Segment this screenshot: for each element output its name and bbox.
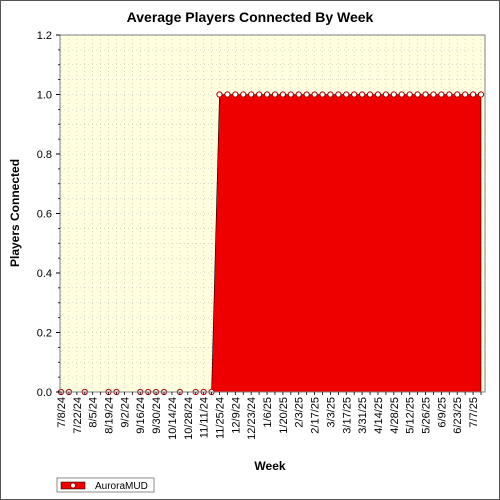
x-tick-label: 7/8/24: [56, 397, 68, 428]
data-point: [248, 91, 255, 98]
data-point: [271, 91, 279, 98]
x-tick-label: 3/17/25: [341, 397, 353, 434]
data-point: [414, 91, 421, 98]
data-point: [359, 91, 366, 98]
data-point: [327, 91, 334, 98]
plot-area: 0.0 0.2 0.4 0.6 0.8 1.0 1.2 7/8/24 7/22/24 8/5/24…: [37, 30, 486, 440]
y-tick-label: 1.0: [37, 90, 52, 102]
data-point: [256, 91, 263, 98]
y-tick-label: 0.4: [37, 268, 52, 280]
x-tick-label: 8/5/24: [88, 397, 100, 428]
y-tick-label: 1.2: [37, 30, 52, 42]
data-point: [430, 91, 437, 98]
x-tick-label: 6/9/25: [436, 397, 448, 428]
y-axis-label: Players Connected: [8, 159, 22, 267]
x-tick-label: 3/3/25: [325, 397, 337, 428]
legend-entry: AuroraMUD: [95, 481, 148, 492]
data-point: [422, 91, 429, 98]
legend-marker: [70, 482, 76, 489]
data-point: [438, 91, 445, 98]
x-tick-label: 4/14/25: [373, 397, 385, 434]
data-point: [462, 91, 469, 98]
data-point: [295, 91, 302, 98]
x-tick-label: 6/23/25: [452, 397, 464, 434]
x-tick-label: 7/22/24: [72, 397, 84, 434]
data-point: [406, 91, 413, 98]
y-tick-label: 0.0: [37, 387, 52, 399]
data-point: [366, 91, 374, 98]
data-point: [319, 91, 326, 98]
data-point: [311, 91, 318, 98]
data-point: [382, 91, 390, 98]
data-point: [390, 91, 397, 98]
x-tick-label: 10/14/24: [167, 397, 179, 440]
data-point: [477, 91, 485, 98]
x-tick-label: 5/12/25: [405, 397, 417, 434]
data-point: [351, 91, 358, 98]
x-tick-label: 1/6/25: [262, 397, 274, 428]
x-tick-label: 4/28/25: [389, 397, 401, 434]
data-point: [469, 91, 477, 98]
chart-title: Average Players Connected By Week: [127, 9, 374, 25]
data-point: [232, 91, 239, 98]
data-point: [240, 91, 247, 98]
data-point: [454, 91, 461, 98]
x-tick-label: 2/17/25: [310, 397, 322, 434]
y-tick-label: 0.8: [37, 149, 52, 161]
data-point: [287, 91, 294, 98]
data-point: [303, 91, 310, 98]
data-point: [335, 91, 342, 98]
x-tick-label: 1/20/25: [278, 397, 290, 434]
x-tick-label: 11/11/24: [199, 397, 211, 438]
x-tick-label: 10/28/24: [183, 397, 195, 440]
data-point: [398, 91, 405, 98]
y-tick-label: 0.6: [37, 209, 52, 221]
x-tick-label: 2/3/25: [294, 397, 306, 428]
data-point: [446, 91, 453, 98]
x-tick-label: 8/19/24: [104, 397, 116, 434]
y-tick-label: 0.2: [37, 328, 52, 340]
x-tick-label: 5/26/25: [421, 397, 433, 434]
x-tick-label: 7/7/25: [468, 397, 480, 428]
x-tick-label: 9/30/24: [151, 397, 163, 434]
data-point: [263, 91, 271, 98]
x-tick-label: 9/2/24: [119, 397, 131, 428]
x-tick-label: 12/9/24: [230, 397, 242, 434]
x-axis-label: Week: [254, 459, 285, 473]
legend: AuroraMUD: [56, 477, 155, 493]
x-tick-label: 11/25/24: [214, 397, 226, 439]
data-point: [374, 91, 382, 98]
x-tick-label: 3/31/25: [357, 397, 369, 434]
x-tick-label: 12/23/24: [246, 397, 258, 440]
data-point: [224, 91, 231, 98]
data-point: [343, 91, 350, 98]
data-point: [279, 91, 286, 98]
x-tick-label: 9/16/24: [135, 397, 147, 434]
data-point: [216, 91, 223, 98]
